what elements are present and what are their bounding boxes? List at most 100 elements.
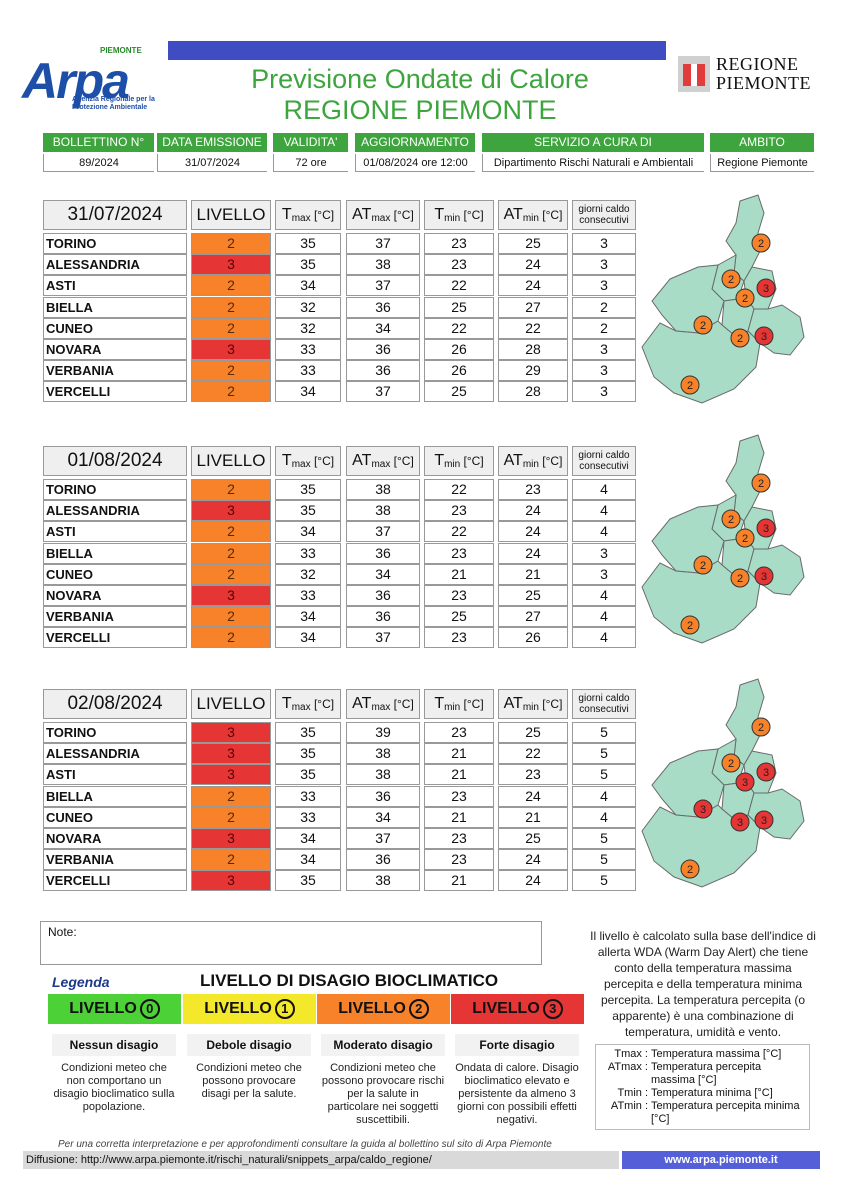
city-name: BIELLA: [43, 785, 187, 807]
value-cell: 3: [572, 254, 636, 276]
marker-circle: [730, 568, 750, 588]
header-sub: max: [291, 213, 311, 224]
value-cell: 22: [424, 521, 494, 543]
value-cell: 33: [275, 360, 341, 382]
value-cell: 23: [424, 722, 494, 743]
city-name: VERCELLI: [43, 870, 187, 892]
value-cell: 23: [424, 627, 494, 649]
value-cell: 24: [498, 542, 568, 564]
legend-level-name: Debole disagio: [187, 1034, 311, 1056]
level-cell: 3: [191, 339, 271, 360]
abbreviation-value: Temperatura minima [°C]: [651, 1087, 773, 1099]
marker-label: 3: [761, 331, 767, 343]
map-marker-alessandria: 3: [754, 810, 774, 830]
value-cell: 23: [424, 500, 494, 522]
header-main: AT: [352, 695, 372, 712]
abbreviation-value: Temperatura percepita massima [°C]: [651, 1061, 762, 1086]
info-text: Il livello è calcolato sulla base dell'i…: [590, 929, 816, 1039]
legend-level-name: Moderato disagio: [321, 1034, 445, 1056]
legend-level-0: LIVELLO 0: [48, 994, 181, 1024]
level-cell: 2: [191, 849, 271, 871]
table-row: VERBANIA 2 34 36 25 27 4: [43, 606, 636, 628]
marker-label: 2: [700, 320, 706, 332]
level-cell: 2: [191, 479, 271, 500]
value-cell: 21: [424, 764, 494, 786]
table-row: BIELLA 2 33 36 23 24 3: [43, 542, 636, 564]
city-name: VERBANIA: [43, 360, 187, 382]
livello-header: LIVELLO: [191, 446, 271, 476]
value-cell: 33: [275, 806, 341, 828]
marker-circle: [735, 288, 755, 308]
marker-circle: [693, 799, 713, 819]
value-cell: 35: [275, 722, 341, 743]
value-cell: 34: [275, 627, 341, 649]
value-cell: 25: [498, 828, 568, 849]
abbreviation-value: Temperatura percepita minima [°C]: [651, 1100, 800, 1125]
table-row: ASTI 2 34 37 22 24 4: [43, 521, 636, 543]
value-cell: 37: [346, 627, 420, 649]
city-name: ASTI: [43, 764, 187, 786]
table-row: ALESSANDRIA 3 35 38 21 22 5: [43, 743, 636, 765]
marker-label: 3: [761, 815, 767, 827]
marker-label: 2: [728, 758, 734, 770]
value-cell: 38: [346, 743, 420, 765]
map-marker-vercelli: 3: [735, 772, 755, 792]
marker-circle: [680, 615, 700, 635]
value-cell: 34: [275, 849, 341, 871]
city-name: CUNEO: [43, 317, 187, 339]
temp-header: Tmax [°C]: [275, 689, 341, 719]
level-cell: 2: [191, 296, 271, 318]
marker-label: 3: [763, 283, 769, 295]
value-cell: 23: [424, 828, 494, 849]
value-cell: 34: [275, 275, 341, 297]
info-value: Regione Piemonte: [710, 154, 814, 172]
value-cell: 36: [346, 585, 420, 606]
city-name: NOVARA: [43, 339, 187, 360]
legend-level-number: 2: [408, 999, 429, 1019]
marker-circle: [680, 859, 700, 879]
map-marker-verbania: 2: [751, 473, 771, 493]
diffusion-url[interactable]: Diffusione: http://www.arpa.piemonte.it/…: [23, 1151, 619, 1169]
value-cell: 33: [275, 339, 341, 360]
value-cell: 5: [572, 743, 636, 765]
marker-circle: [751, 473, 771, 493]
date-cell: 31/07/2024: [43, 200, 187, 230]
value-cell: 37: [346, 233, 420, 254]
website-link[interactable]: www.arpa.piemonte.it: [622, 1151, 820, 1169]
header-unit: [°C]: [538, 697, 563, 711]
map-marker-novara: 3: [756, 278, 776, 298]
header-unit: [°C]: [460, 454, 484, 468]
value-cell: 24: [498, 870, 568, 892]
table-row: VERCELLI 2 34 37 25 28 3: [43, 381, 636, 403]
level-cell: 2: [191, 317, 271, 339]
value-cell: 34: [275, 521, 341, 543]
marker-circle: [693, 555, 713, 575]
province-shape: [641, 320, 761, 404]
map-marker-cuneo: 2: [680, 615, 700, 635]
info-value: 31/07/2024: [157, 154, 267, 172]
map-marker-torino: 2: [693, 555, 713, 575]
temp-header: Tmax [°C]: [275, 200, 341, 230]
value-cell: 24: [498, 500, 568, 522]
table-row: ASTI 2 34 37 22 24 3: [43, 275, 636, 297]
legend-level-desc: Ondata di calore. Disagio bioclimatico e…: [455, 1062, 579, 1126]
city-name: BIELLA: [43, 542, 187, 564]
level-cell: 3: [191, 828, 271, 849]
date-cell: 01/08/2024: [43, 446, 187, 476]
table-row: BIELLA 2 33 36 23 24 4: [43, 785, 636, 807]
table-row: ASTI 3 35 38 21 23 5: [43, 764, 636, 786]
marker-label: 2: [687, 864, 693, 876]
regione-text: REGIONE: [716, 54, 799, 74]
table-row: TORINO 2 35 38 22 23 4: [43, 479, 636, 500]
table-row: TORINO 3 35 39 23 25 5: [43, 722, 636, 743]
value-cell: 33: [275, 542, 341, 564]
marker-circle: [756, 278, 776, 298]
value-cell: 36: [346, 849, 420, 871]
header-unit: [°C]: [310, 454, 335, 468]
value-cell: 35: [275, 479, 341, 500]
value-cell: 23: [424, 585, 494, 606]
value-cell: 34: [275, 828, 341, 849]
level-cell: 2: [191, 381, 271, 403]
level-cell: 3: [191, 254, 271, 276]
value-cell: 36: [346, 606, 420, 628]
